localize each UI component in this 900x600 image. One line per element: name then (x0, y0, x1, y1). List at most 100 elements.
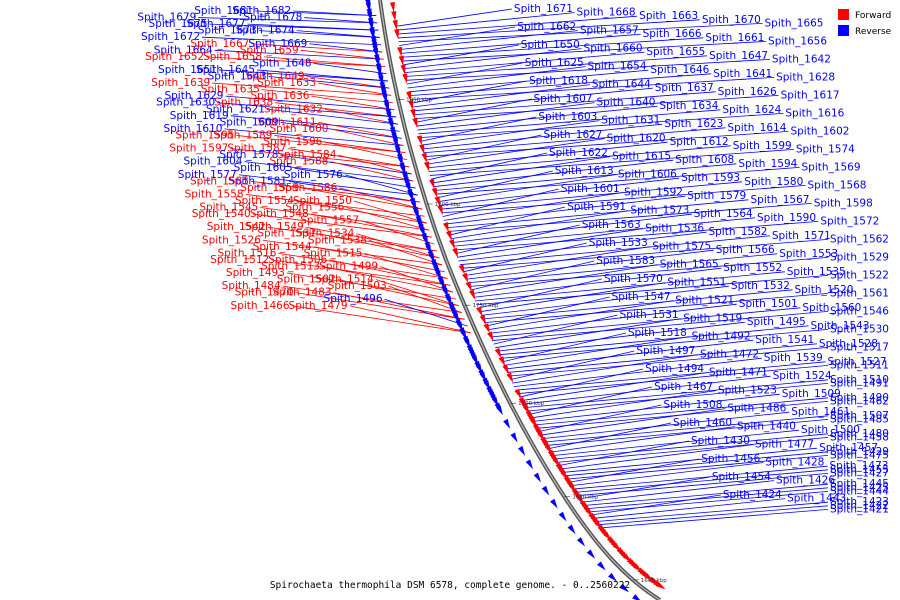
gene-label: Spith_1515 (303, 247, 362, 259)
gene-label: Spith_1486 (727, 403, 786, 415)
gene-features (365, 0, 666, 600)
label-connector (338, 154, 412, 175)
gene-label: Spith_1591 (567, 201, 626, 213)
gene-label: Spith_1534 (295, 228, 354, 240)
gene-label: Spith_1665 (765, 17, 824, 29)
label-connector (461, 239, 829, 269)
gene-label: Spith_1655 (646, 46, 705, 58)
gene-label: Spith_1647 (709, 50, 768, 62)
gene-label: Spith_1539 (764, 352, 823, 364)
label-connector (435, 167, 800, 195)
gene-label: Spith_1479 (289, 300, 348, 312)
gene-label: Spith_1600 (269, 123, 328, 135)
gene-label: Spith_1544 (253, 241, 312, 253)
gene-feature (408, 99, 414, 111)
gene-label: Spith_1582 (708, 226, 767, 238)
label-connector (508, 347, 829, 377)
label-connector (202, 36, 382, 46)
gene-label: Spith_1496 (324, 293, 383, 305)
gene-label: Spith_1584 (277, 149, 336, 161)
label-connector (209, 23, 379, 31)
label-connector (330, 128, 404, 146)
gene-feature (525, 459, 534, 470)
gene-feature (479, 314, 487, 325)
label-connector (537, 404, 662, 433)
label-connector (462, 242, 587, 273)
label-connector (224, 128, 404, 146)
tick-label: 1650 kbp (572, 495, 598, 501)
label-connector (266, 108, 398, 125)
label-connector (510, 350, 635, 381)
label-connector (301, 187, 423, 210)
gene-label: Spith_1557 (300, 215, 359, 227)
gene-label: Spith_1617 (781, 89, 840, 101)
label-connector (313, 63, 387, 75)
gene-label: Spith_1594 (738, 158, 797, 170)
gene-feature (416, 135, 422, 146)
gene-label: Spith_1421 (830, 503, 889, 515)
label-connector (399, 26, 516, 47)
gene-label: Spith_1520 (794, 284, 853, 296)
label-connector (400, 33, 641, 54)
gene-label: Spith_1549 (245, 221, 304, 233)
gene-label: Spith_1491 (830, 377, 889, 389)
gene-label: Spith_1664 (154, 44, 213, 56)
gene-feature (397, 46, 403, 58)
gene-label: Spith_1471 (709, 367, 768, 379)
gene-label: Spith_1625 (525, 57, 584, 69)
gene-label: Spith_1610 (163, 123, 222, 135)
gene-label: Spith_1427 (830, 467, 889, 479)
label-connector (321, 266, 454, 293)
label-connector (409, 73, 712, 97)
gene-label: Spith_1495 (747, 316, 806, 328)
label-connector (474, 271, 785, 302)
label-connector (417, 105, 658, 131)
gene-label: Spith_1567 (750, 194, 809, 206)
gene-label: Spith_1588 (269, 156, 328, 168)
gene-label: Spith_1650 (521, 39, 580, 51)
gene-label: Spith_1494 (645, 363, 704, 375)
gene-label: Spith_1541 (755, 334, 814, 346)
gene-label: Spith_1673 (198, 25, 257, 37)
gene-label: Spith_1472 (700, 349, 759, 361)
gene-label: Spith_1611 (258, 116, 317, 128)
gene-label: Spith_1604 (183, 156, 242, 168)
tick-label: 1600 kbp (641, 578, 667, 584)
gene-label: Spith_1631 (601, 115, 660, 127)
label-connector (406, 62, 523, 85)
label-connector (554, 437, 829, 463)
gene-label: Spith_1529 (830, 251, 889, 263)
gene-label: Spith_1499 (319, 260, 378, 272)
gene-label: Spith_1485 (830, 413, 889, 425)
gene-label: Spith_1524 (773, 370, 832, 382)
gene-label: Spith_1672 (141, 31, 200, 43)
gene-label: Spith_1467 (654, 381, 713, 393)
gene-label: Spith_1522 (830, 269, 889, 281)
label-connector (434, 163, 737, 191)
gene-label: Spith_1626 (718, 86, 777, 98)
label-connector (274, 135, 406, 154)
label-connector (487, 300, 674, 331)
gene-label: Spith_1642 (772, 53, 831, 65)
gene-label: Spith_1669 (248, 38, 307, 50)
label-connector (506, 343, 817, 373)
label-connector (531, 393, 780, 422)
gene-feature (503, 418, 511, 429)
label-connector (558, 444, 754, 470)
gene-feature (389, 2, 395, 13)
gene-label: Spith_1493 (226, 267, 285, 279)
gene-label: Spith_1646 (650, 64, 709, 76)
gene-label: Spith_1606 (618, 169, 677, 181)
gene-label: Spith_1629 (164, 90, 223, 102)
label-connector (318, 121, 402, 139)
label-connector (333, 292, 465, 320)
label-connector (545, 419, 829, 446)
gene-label: Spith_1526 (202, 234, 261, 246)
gene-feature (391, 10, 397, 22)
gene-label: Spith_1644 (592, 79, 651, 91)
label-connector (397, 19, 700, 39)
label-connector (586, 491, 829, 513)
gene-label: Spith_1430 (691, 435, 750, 447)
gene-label: Spith_1511 (830, 359, 889, 371)
gene-label: Spith_1456 (701, 453, 760, 465)
